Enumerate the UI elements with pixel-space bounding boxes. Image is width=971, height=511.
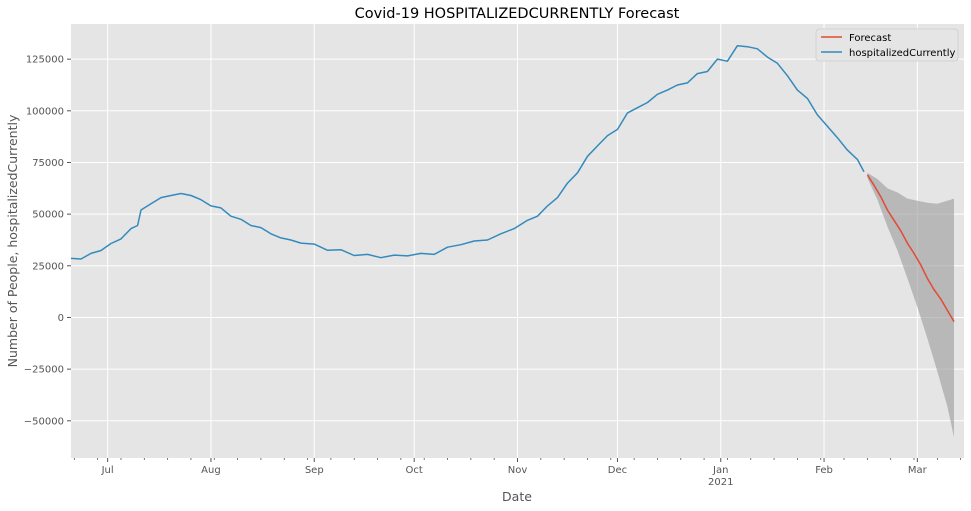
series-line-forecast (866, 174, 955, 322)
x-tick-label: Mar (908, 465, 928, 476)
x-tick-label: Aug (201, 465, 221, 476)
x-tick-label: Jan (712, 465, 728, 476)
y-tick-label: 100000 (26, 106, 64, 117)
series-lines (70, 44, 955, 322)
legend-hospitalized-label: hospitalizedCurrently (849, 48, 955, 59)
legend-forecast-label: Forecast (849, 33, 891, 44)
confidence-band-area (867, 172, 954, 438)
y-axis: −50000 −25000 0 25000 50000 75000 100000 125000 (24, 55, 71, 427)
chart-title: Covid-19 HOSPITALIZEDCURRENTLY Forecast (355, 6, 680, 22)
x-tick-label: Feb (815, 465, 833, 476)
y-tick-label: 25000 (32, 261, 64, 272)
x-tick-label: Sep (305, 465, 324, 476)
y-tick-label: 125000 (26, 55, 64, 66)
x-tick-label: Dec (608, 465, 627, 476)
x-axis-label: Date (502, 489, 532, 504)
y-tick-label: −50000 (24, 416, 64, 427)
confidence-band (867, 172, 954, 438)
x-tick-sublabel: 2021 (708, 477, 733, 488)
y-tick-label: −25000 (24, 365, 64, 376)
y-axis-label: Number of People, hospitalizedCurrently (5, 114, 20, 367)
x-tick-label: Jul (101, 465, 114, 476)
legend: Forecast hospitalizedCurrently (815, 28, 959, 62)
y-tick-label: 75000 (32, 158, 64, 169)
legend-box (815, 28, 959, 62)
y-tick-label: 0 (58, 313, 64, 324)
grid-lines (71, 24, 964, 458)
series-line-hospitalizedcurrently (70, 44, 865, 260)
x-tick-label: Nov (508, 465, 528, 476)
y-tick-label: 50000 (32, 210, 64, 221)
x-tick-label: Oct (406, 465, 423, 476)
